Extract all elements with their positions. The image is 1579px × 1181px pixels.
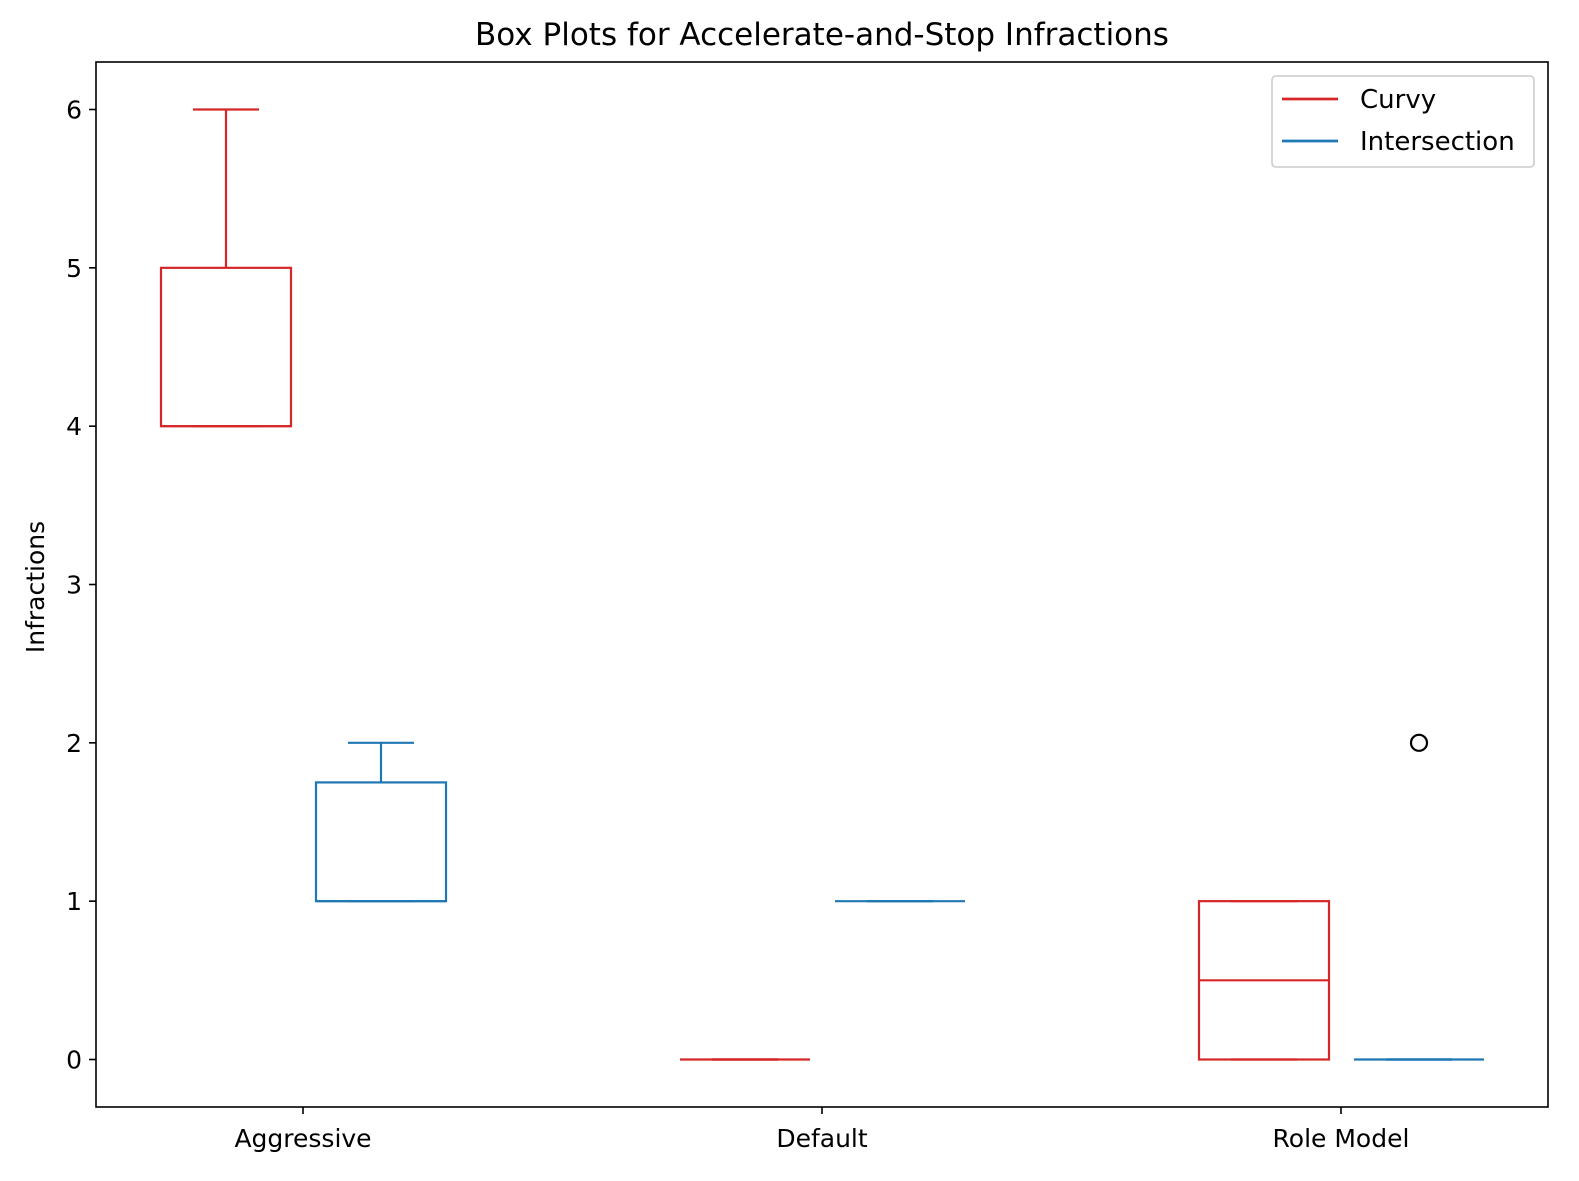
box-body bbox=[159, 266, 293, 428]
box-curvy-aggressive bbox=[159, 108, 293, 428]
y-axis-ticks: 0 1 2 3 4 5 6 bbox=[66, 96, 96, 1075]
legend: Curvy Intersection bbox=[1271, 75, 1535, 168]
y-tick-label: 1 bbox=[66, 887, 82, 916]
outlier-point bbox=[1409, 733, 1429, 752]
x-tick-label: Role Model bbox=[1273, 1124, 1410, 1153]
legend-item: Intersection bbox=[1282, 127, 1515, 157]
plot-area bbox=[159, 108, 1484, 1061]
box-intersection-aggressive bbox=[314, 741, 448, 903]
legend-item: Curvy bbox=[1282, 85, 1436, 115]
box-body bbox=[314, 781, 448, 903]
y-tick-label: 6 bbox=[66, 96, 82, 125]
x-tick-label: Default bbox=[776, 1124, 868, 1153]
x-tick-label: Aggressive bbox=[234, 1124, 371, 1153]
chart-title: Box Plots for Accelerate-and-Stop Infrac… bbox=[475, 17, 1169, 53]
axes-frame bbox=[95, 61, 1549, 1108]
legend-label: Curvy bbox=[1360, 85, 1436, 115]
y-tick-label: 0 bbox=[66, 1046, 82, 1075]
y-tick-label: 4 bbox=[66, 412, 82, 441]
y-tick-label: 5 bbox=[66, 254, 82, 283]
y-axis-label: Infractions bbox=[21, 521, 50, 653]
box-curvy-role-model bbox=[1197, 900, 1331, 1061]
y-tick-label: 2 bbox=[66, 729, 82, 758]
x-axis-ticks: Aggressive Default Role Model bbox=[234, 1107, 1409, 1153]
legend-label: Intersection bbox=[1360, 127, 1515, 157]
y-tick-label: 3 bbox=[66, 571, 82, 600]
box-intersection-role-model bbox=[1354, 733, 1484, 1061]
